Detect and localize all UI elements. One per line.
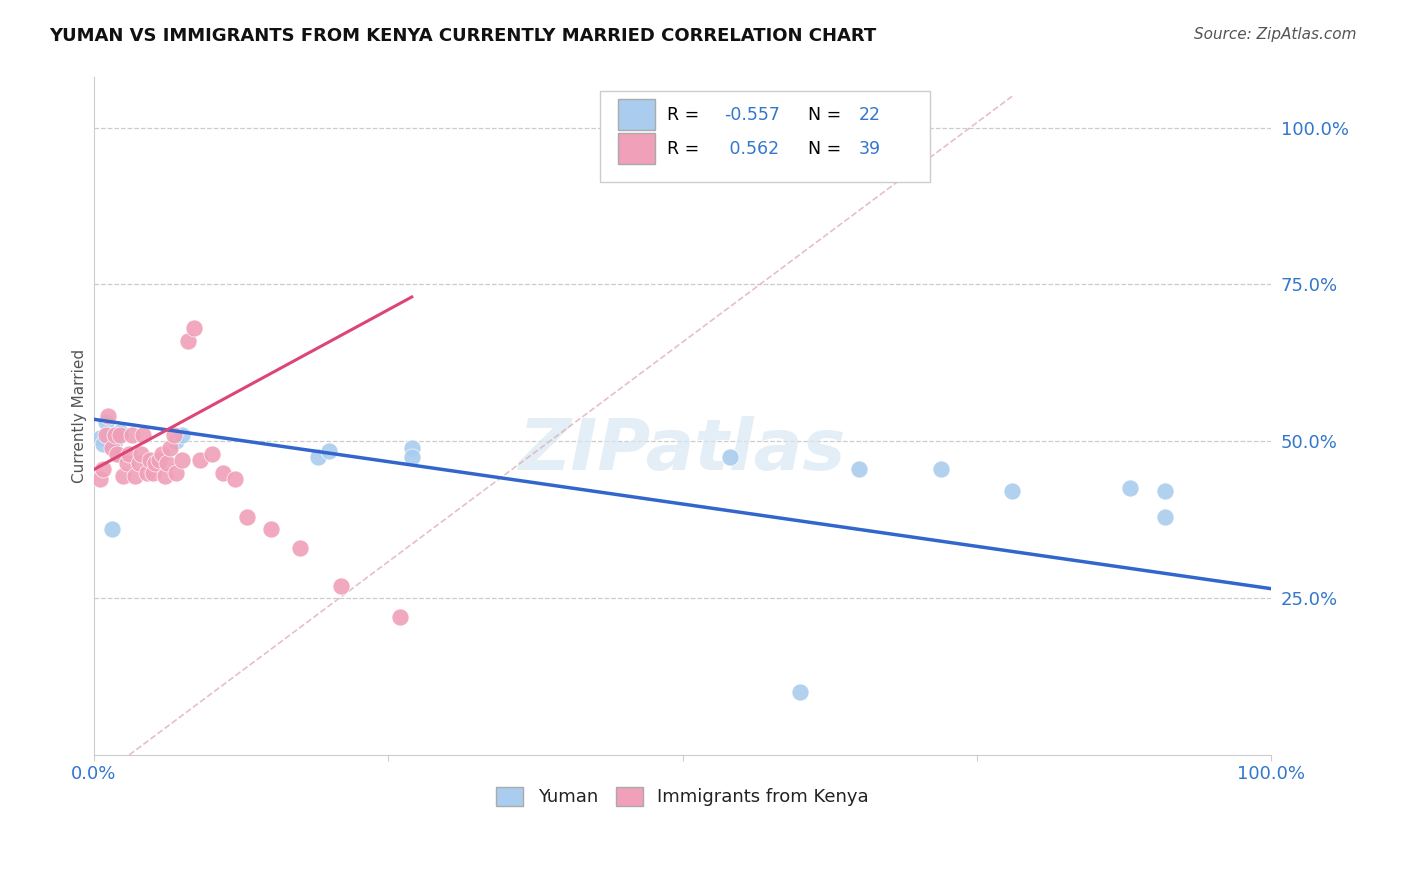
Point [288, 541, 311, 555]
Point [118, 447, 141, 461]
Point [931, 462, 953, 476]
Text: YUMAN VS IMMIGRANTS FROM KENYA CURRENTLY MARRIED CORRELATION CHART: YUMAN VS IMMIGRANTS FROM KENYA CURRENTLY… [49, 27, 876, 45]
Legend: Yuman, Immigrants from Kenya: Yuman, Immigrants from Kenya [489, 780, 876, 814]
Point [172, 428, 194, 442]
Text: R =: R = [668, 105, 704, 124]
Point [132, 428, 155, 442]
Point [188, 453, 211, 467]
Point [100, 441, 122, 455]
Point [139, 453, 162, 467]
Point [401, 441, 423, 455]
Point [236, 509, 259, 524]
Point [148, 453, 170, 467]
Point [224, 472, 246, 486]
Point [172, 453, 194, 467]
Point [259, 522, 281, 536]
Point [89, 431, 111, 445]
FancyBboxPatch shape [617, 99, 655, 130]
Point [1119, 481, 1142, 495]
FancyBboxPatch shape [600, 91, 929, 183]
Point [150, 447, 173, 461]
Point [89, 472, 111, 486]
Point [159, 441, 181, 455]
Point [128, 456, 150, 470]
Point [93, 462, 115, 476]
Point [94, 428, 117, 442]
FancyBboxPatch shape [617, 133, 655, 164]
Point [135, 466, 157, 480]
Point [401, 450, 423, 464]
Point [177, 334, 200, 348]
Text: Source: ZipAtlas.com: Source: ZipAtlas.com [1194, 27, 1357, 42]
Text: ZIPatlas: ZIPatlas [519, 416, 846, 484]
Point [108, 428, 131, 442]
Point [108, 425, 131, 439]
Point [201, 447, 224, 461]
Point [112, 468, 135, 483]
Text: 0.562: 0.562 [724, 139, 779, 158]
Point [143, 456, 166, 470]
Text: N =: N = [808, 139, 848, 158]
Point [121, 428, 143, 442]
Point [307, 450, 329, 464]
Point [107, 447, 129, 461]
Y-axis label: Currently Married: Currently Married [72, 349, 87, 483]
Point [97, 409, 120, 424]
Point [115, 456, 138, 470]
Point [104, 434, 127, 449]
Point [100, 522, 122, 536]
Point [124, 468, 146, 483]
Point [165, 466, 187, 480]
Point [330, 578, 353, 592]
Point [165, 434, 187, 449]
Text: 39: 39 [859, 139, 882, 158]
Point [718, 450, 741, 464]
Point [1154, 484, 1177, 499]
Point [183, 321, 205, 335]
Text: N =: N = [808, 105, 848, 124]
Point [142, 466, 165, 480]
Point [153, 468, 176, 483]
Point [94, 416, 117, 430]
Point [156, 456, 179, 470]
Point [789, 685, 811, 699]
Point [129, 447, 152, 461]
Text: 22: 22 [859, 105, 882, 124]
Point [104, 428, 127, 442]
Point [93, 437, 115, 451]
Text: R =: R = [668, 139, 704, 158]
Point [212, 466, 235, 480]
Point [318, 443, 340, 458]
Point [97, 428, 120, 442]
Point [848, 462, 870, 476]
Point [163, 428, 186, 442]
Point [388, 610, 411, 624]
Point [1154, 509, 1177, 524]
Point [1001, 484, 1024, 499]
Text: -0.557: -0.557 [724, 105, 779, 124]
Point [107, 447, 129, 461]
